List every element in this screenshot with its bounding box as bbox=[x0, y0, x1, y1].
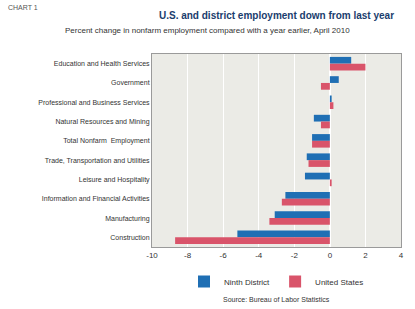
svg-text:-6: -6 bbox=[220, 251, 228, 260]
svg-text:Manufacturing: Manufacturing bbox=[105, 215, 149, 223]
svg-text:Information and Financial Acti: Information and Financial Activities bbox=[42, 195, 150, 202]
svg-text:Natural Resources and Mining: Natural Resources and Mining bbox=[55, 118, 149, 126]
svg-text:0: 0 bbox=[328, 251, 333, 260]
svg-text:Professional and Business Serv: Professional and Business Services bbox=[38, 99, 150, 106]
svg-text:2: 2 bbox=[363, 251, 368, 260]
svg-text:Construction: Construction bbox=[110, 234, 149, 241]
svg-text:Education and Health Services: Education and Health Services bbox=[54, 60, 150, 67]
svg-text:Trade, Transportation and Util: Trade, Transportation and Utilities bbox=[45, 157, 150, 165]
svg-text:Percent change in nonfarm empl: Percent change in nonfarm employment com… bbox=[65, 26, 350, 35]
svg-text:Government: Government bbox=[111, 79, 150, 86]
svg-text:-4: -4 bbox=[255, 251, 263, 260]
svg-text:-10: -10 bbox=[146, 251, 158, 260]
svg-text:4: 4 bbox=[399, 251, 404, 260]
svg-text:Ninth District: Ninth District bbox=[224, 278, 270, 287]
svg-text:United States: United States bbox=[315, 278, 363, 287]
svg-text:Leisure and Hospitality: Leisure and Hospitality bbox=[79, 176, 150, 184]
svg-text:-2: -2 bbox=[291, 251, 299, 260]
svg-text:CHART 1: CHART 1 bbox=[8, 4, 38, 11]
svg-text:-8: -8 bbox=[184, 251, 192, 260]
svg-text:Total Nonfarm Employment: Total Nonfarm Employment bbox=[63, 137, 149, 145]
svg-text:Source: Bureau of Labor Statis: Source: Bureau of Labor Statistics bbox=[223, 296, 330, 303]
svg-text:U.S. and district employment d: U.S. and district employment down from l… bbox=[159, 10, 394, 21]
